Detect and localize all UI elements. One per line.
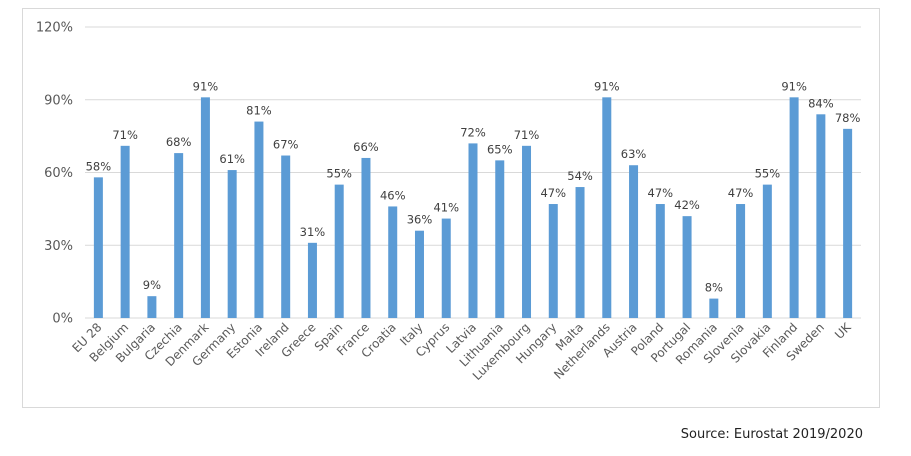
data-label: 81% [246,104,272,118]
bar [843,128,853,318]
data-label: 65% [487,142,513,156]
x-axis-categories: EU 28BelgiumBulgariaCzechiaDenmarkGerman… [70,319,855,383]
y-axis-ticks: 0% 30% 60% 90% 120% [36,21,73,327]
data-label: 47% [728,186,754,200]
bar [174,153,184,318]
bar [522,145,532,318]
data-label: 47% [648,186,674,200]
bar [414,230,424,318]
data-label: 31% [300,225,326,239]
bars [93,97,853,318]
y-tick-label: 90% [44,93,73,108]
bar [575,187,585,318]
data-label: 46% [380,188,406,202]
bar-chart: 0% 30% 60% 90% 120% 58% 71% 9% 68% 91% 61% 81% 67% 3… [36,21,861,383]
data-label: 61% [219,152,245,166]
bar [468,143,478,318]
data-label: 42% [674,198,700,212]
data-label: 55% [755,167,781,181]
data-label: 68% [166,135,192,149]
data-label: 91% [781,79,807,93]
bar [789,97,799,318]
bar [682,216,692,318]
bar [736,204,746,318]
data-label: 9% [143,278,161,292]
data-label: 67% [273,138,299,152]
bar [602,97,612,318]
data-label: 36% [407,213,433,227]
data-label: 8% [705,281,723,295]
data-label: 41% [433,201,459,215]
bar [93,177,103,318]
data-label: 78% [835,111,861,125]
data-label: 58% [86,159,112,173]
y-tick-label: 120% [36,21,73,36]
bar [441,218,451,318]
bar [548,204,558,318]
bar [200,97,210,318]
bar [227,170,237,318]
bar [709,298,719,318]
data-labels: 58%71%9%68%91%61%81%67%31%55%66%46%36%41… [86,79,861,294]
bar [762,184,772,318]
data-label: 63% [621,147,647,161]
data-label: 72% [460,125,486,139]
data-label: 71% [112,128,138,142]
y-tick-label: 60% [44,166,73,181]
data-label: 66% [353,140,379,154]
x-category-label: UK [832,319,854,341]
y-tick-label: 0% [52,312,73,327]
bar [816,114,826,318]
bar [254,121,264,318]
bar [388,206,398,318]
y-tick-label: 30% [44,239,73,254]
data-label: 91% [594,79,620,93]
bar [120,145,130,318]
bar [655,204,665,318]
bar [147,296,157,318]
bar [281,155,291,318]
data-label: 54% [567,169,593,183]
data-label: 91% [193,79,219,93]
chart-frame: 0% 30% 60% 90% 120% 58% 71% 9% 68% 91% 61% 81% 67% 3… [22,8,880,408]
bar [629,165,639,318]
bar [334,184,344,318]
bar [307,242,317,318]
data-label: 84% [808,96,834,110]
data-label: 55% [326,167,352,181]
bar [361,157,371,318]
bar [495,160,505,318]
data-label: 71% [514,128,540,142]
data-label: 47% [540,186,566,200]
source-note: Source: Eurostat 2019/2020 [680,427,863,442]
